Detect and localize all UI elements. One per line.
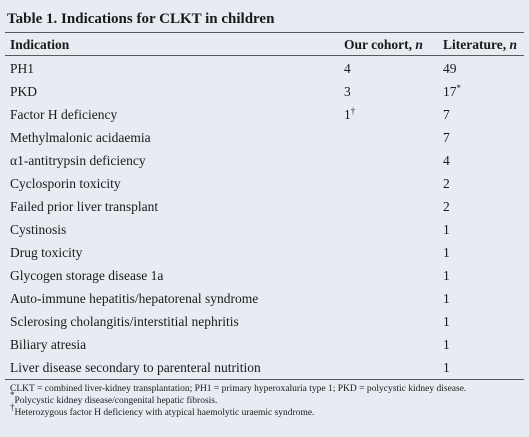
- cell-our-cohort: 3: [344, 84, 351, 100]
- cell-literature: 17*: [443, 84, 461, 100]
- cell-literature: 4: [443, 153, 450, 169]
- table-row: Factor H deficiency 1† 7: [0, 104, 529, 127]
- table-row: Liver disease secondary to parenteral nu…: [0, 357, 529, 380]
- cell-indication: Drug toxicity: [10, 245, 83, 260]
- footnote-star-text: Polycystic kidney disease/congenital hep…: [14, 396, 218, 406]
- cell-literature-value: 2: [443, 199, 450, 214]
- table-footnotes: CLKT = combined liver-kidney transplanta…: [10, 384, 524, 419]
- header-our-cohort: Our cohort, n: [344, 37, 423, 53]
- table-row: Cystinosis 1: [0, 219, 529, 242]
- cell-indication: Methylmalonic acidaemia: [10, 130, 151, 145]
- table-header-row: Indication Our cohort, n Literature, n: [0, 35, 529, 54]
- cell-indication: Cyclosporin toxicity: [10, 176, 121, 191]
- header-rule: [5, 55, 524, 56]
- cell-indication: Sclerosing cholangitis/interstitial neph…: [10, 314, 239, 329]
- cell-literature-value: 1: [443, 222, 450, 237]
- table-title: Table 1. Indications for CLKT in childre…: [7, 11, 275, 27]
- cell-literature-footnote-mark: *: [456, 83, 462, 93]
- cell-literature: 49: [443, 61, 457, 77]
- table-row: Methylmalonic acidaemia 7: [0, 127, 529, 150]
- footnote-dagger-mark: †: [10, 402, 15, 412]
- footnote-star: *Polycystic kidney disease/congenital he…: [10, 391, 524, 407]
- cell-literature: 2: [443, 176, 450, 192]
- table-row: Cyclosporin toxicity 2: [0, 173, 529, 196]
- cell-literature-value: 4: [443, 153, 450, 168]
- cell-literature: 1: [443, 314, 450, 330]
- cell-literature-value: 1: [443, 245, 450, 260]
- cell-indication: PH1: [10, 61, 35, 76]
- cell-literature: 1: [443, 360, 450, 376]
- cell-literature-value: 7: [443, 130, 450, 145]
- table-body: PH1 4 49 PKD 3 17* Factor H deficiency 1† 7 Methy…: [0, 58, 529, 380]
- cell-literature-value: 1: [443, 337, 450, 352]
- cell-our-cohort-value: 4: [344, 61, 351, 76]
- cell-literature-value: 49: [443, 61, 457, 76]
- header-literature: Literature, n: [443, 37, 517, 53]
- header-our-cohort-n: n: [415, 37, 423, 52]
- header-literature-label: Literature,: [443, 37, 510, 52]
- footnote-dagger: †Heterozygous factor H deficiency with a…: [10, 403, 524, 419]
- bottom-rule: [5, 379, 524, 380]
- footnote-dagger-text: Heterozygous factor H deficiency with at…: [14, 408, 315, 418]
- cell-indication: Liver disease secondary to parenteral nu…: [10, 360, 261, 375]
- cell-indication: Cystinosis: [10, 222, 67, 237]
- cell-our-cohort-footnote-mark: †: [350, 106, 356, 116]
- cell-indication: Factor H deficiency: [10, 107, 118, 122]
- cell-literature: 2: [443, 199, 450, 215]
- cell-literature-value: 2: [443, 176, 450, 191]
- cell-indication: α1-antitrypsin deficiency: [10, 153, 146, 168]
- table-row: Failed prior liver transplant 2: [0, 196, 529, 219]
- cell-literature: 1: [443, 268, 450, 284]
- cell-literature-value: 1: [443, 314, 450, 329]
- table-row: α1-antitrypsin deficiency 4: [0, 150, 529, 173]
- cell-literature: 1: [443, 245, 450, 261]
- table-row: PH1 4 49: [0, 58, 529, 81]
- cell-literature: 7: [443, 107, 450, 123]
- table-row: Drug toxicity 1: [0, 242, 529, 265]
- cell-literature-value: 17: [443, 84, 457, 99]
- cell-our-cohort-value: 1: [344, 107, 351, 122]
- cell-literature-value: 1: [443, 268, 450, 283]
- table-row: Glycogen storage disease 1a 1: [0, 265, 529, 288]
- header-indication: Indication: [10, 37, 70, 52]
- table-row: Biliary atresia 1: [0, 334, 529, 357]
- cell-literature-value: 1: [443, 360, 450, 375]
- cell-literature: 1: [443, 291, 450, 307]
- cell-literature-value: 7: [443, 107, 450, 122]
- cell-literature: 7: [443, 130, 450, 146]
- cell-indication: Failed prior liver transplant: [10, 199, 159, 214]
- cell-our-cohort: 4: [344, 61, 351, 77]
- header-our-cohort-label: Our cohort,: [344, 37, 416, 52]
- footnote-abbreviations: CLKT = combined liver-kidney transplanta…: [10, 384, 467, 394]
- cell-our-cohort: 1†: [344, 107, 355, 123]
- table-row: PKD 3 17*: [0, 81, 529, 104]
- cell-indication: Auto-immune hepatitis/hepatorenal syndro…: [10, 291, 259, 306]
- cell-literature-value: 1: [443, 291, 450, 306]
- table-row: Sclerosing cholangitis/interstitial neph…: [0, 311, 529, 334]
- header-literature-n: n: [509, 37, 517, 52]
- footnote-star-mark: *: [10, 390, 15, 400]
- cell-indication: Glycogen storage disease 1a: [10, 268, 164, 283]
- cell-literature: 1: [443, 222, 450, 238]
- table-row: Auto-immune hepatitis/hepatorenal syndro…: [0, 288, 529, 311]
- cell-literature: 1: [443, 337, 450, 353]
- top-rule: [5, 32, 524, 33]
- cell-indication: Biliary atresia: [10, 337, 87, 352]
- cell-indication: PKD: [10, 84, 38, 99]
- cell-our-cohort-value: 3: [344, 84, 351, 99]
